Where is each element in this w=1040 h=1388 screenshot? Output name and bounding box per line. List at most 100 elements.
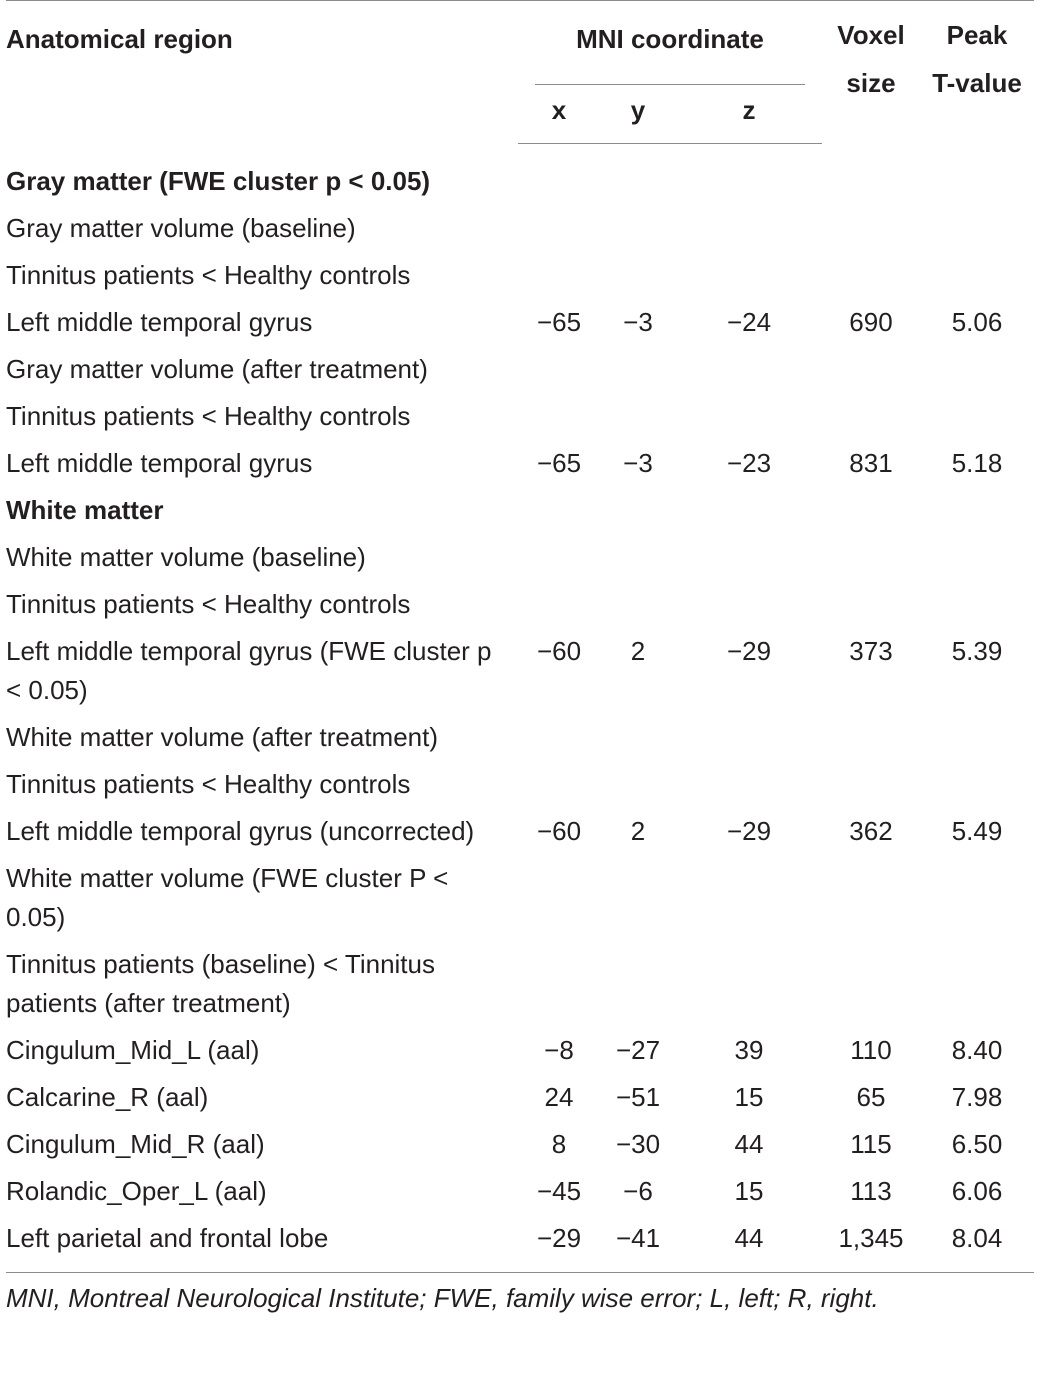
cell-x: −65 xyxy=(536,447,582,478)
cell-voxel: 831 xyxy=(849,447,893,478)
cell-y: −3 xyxy=(623,447,653,478)
cell-x xyxy=(518,534,600,581)
table-header: Anatomical region MNI coordinate Voxel s… xyxy=(6,0,1034,144)
cell-z xyxy=(676,534,822,581)
cell-region: White matter volume (FWE cluster P < 0.0… xyxy=(6,862,449,932)
cell-region: Tinnitus patients < Healthy controls xyxy=(6,400,411,431)
cell-y: 2 xyxy=(630,815,646,846)
cell-peak xyxy=(920,144,1034,205)
cell-z: 39 xyxy=(734,1034,764,1065)
cell-voxel: 373 xyxy=(849,635,893,666)
cell-voxel xyxy=(822,205,920,252)
header-coordinate-row: x y z xyxy=(6,85,1034,144)
cell-peak xyxy=(920,761,1034,808)
cell-y: −27 xyxy=(615,1034,661,1065)
cell-z: 15 xyxy=(734,1175,764,1206)
header-voxel-line1: Voxel xyxy=(837,20,905,50)
cell-voxel xyxy=(822,581,920,628)
cell-z: −23 xyxy=(726,447,772,478)
cell-y xyxy=(600,581,676,628)
cell-y: −30 xyxy=(615,1128,661,1159)
cell-region: Left middle temporal gyrus (FWE cluster … xyxy=(6,635,492,705)
cell-z xyxy=(676,393,822,440)
table-row: Gray matter volume (after treatment) xyxy=(6,346,1034,393)
cell-region: Cingulum_Mid_L (aal) xyxy=(6,1034,260,1065)
header-anatomical-region: Anatomical region xyxy=(6,0,518,144)
cell-y xyxy=(600,534,676,581)
cell-voxel xyxy=(822,487,920,534)
cell-z xyxy=(676,205,822,252)
cell-y xyxy=(600,714,676,761)
header-y: y xyxy=(600,85,676,144)
table-row: Tinnitus patients (baseline) < Tinnitus … xyxy=(6,941,1034,1027)
cell-voxel: 115 xyxy=(850,1128,892,1159)
cell-peak xyxy=(920,346,1034,393)
cell-y: −51 xyxy=(615,1081,661,1112)
cell-x: −45 xyxy=(536,1175,582,1206)
results-table-container: Anatomical region MNI coordinate Voxel s… xyxy=(6,0,1040,1318)
cell-x xyxy=(518,393,600,440)
cell-region: Left parietal and frontal lobe xyxy=(6,1214,518,1273)
cell-voxel xyxy=(822,346,920,393)
cell-y: 2 xyxy=(630,635,646,666)
cell-y xyxy=(600,761,676,808)
cell-peak xyxy=(920,205,1034,252)
table-footnote: MNI, Montreal Neurological Institute; FW… xyxy=(6,1282,879,1313)
cell-voxel: 690 xyxy=(849,306,893,337)
cell-peak: 6.50 xyxy=(951,1128,1003,1159)
header-mni-coordinate: MNI coordinate xyxy=(518,0,822,85)
results-table: Anatomical region MNI coordinate Voxel s… xyxy=(6,0,1034,1273)
table-row: Left middle temporal gyrus (FWE cluster … xyxy=(6,628,1034,714)
table-row: Cingulum_Mid_R (aal) 8 −30 44 115 6.50 xyxy=(6,1121,1034,1168)
cell-x xyxy=(518,581,600,628)
cell-peak xyxy=(920,252,1034,299)
cell-x xyxy=(518,487,600,534)
cell-voxel: 362 xyxy=(849,815,893,846)
table-row: Calcarine_R (aal) 24 −51 15 65 7.98 xyxy=(6,1074,1034,1121)
table-row: Left middle temporal gyrus −65 −3 −23 831 5.1… xyxy=(6,440,1034,487)
cell-y xyxy=(600,855,676,941)
cell-y xyxy=(600,393,676,440)
cell-x xyxy=(518,714,600,761)
cell-x xyxy=(518,941,600,1027)
cell-x: −65 xyxy=(536,306,582,337)
cell-x xyxy=(518,761,600,808)
header-peak-line2: T-value xyxy=(932,68,1022,98)
table-row: Left parietal and frontal lobe −29 −41 44 1,… xyxy=(6,1214,1034,1273)
cell-x: −60 xyxy=(536,815,582,846)
cell-peak xyxy=(920,941,1034,1027)
header-x: x xyxy=(518,85,600,144)
cell-z: 44 xyxy=(734,1128,764,1159)
cell-peak: 7.98 xyxy=(951,1081,1003,1112)
cell-peak: 5.18 xyxy=(951,447,1003,478)
cell-region: White matter xyxy=(6,494,164,525)
table-row: White matter xyxy=(6,487,1034,534)
cell-peak: 6.06 xyxy=(951,1175,1003,1206)
cell-peak xyxy=(920,581,1034,628)
cell-y: −6 xyxy=(623,1175,653,1206)
cell-peak: 8.04 xyxy=(920,1214,1034,1273)
cell-region: Gray matter volume (baseline) xyxy=(6,212,356,243)
cell-peak xyxy=(920,714,1034,761)
cell-voxel xyxy=(822,855,920,941)
cell-region: White matter volume (after treatment) xyxy=(6,721,439,752)
cell-peak xyxy=(920,855,1034,941)
cell-peak xyxy=(920,393,1034,440)
table-row: Tinnitus patients < Healthy controls xyxy=(6,581,1034,628)
cell-peak: 8.40 xyxy=(951,1034,1003,1065)
cell-y: −41 xyxy=(600,1214,676,1273)
cell-region: Rolandic_Oper_L (aal) xyxy=(6,1175,267,1206)
cell-z xyxy=(676,581,822,628)
cell-region: Gray matter volume (after treatment) xyxy=(6,353,428,384)
cell-region: Left middle temporal gyrus (uncorrected) xyxy=(6,815,475,846)
cell-z xyxy=(676,487,822,534)
cell-x: 8 xyxy=(551,1128,567,1159)
table-row: Tinnitus patients < Healthy controls xyxy=(6,393,1034,440)
cell-region: White matter volume (baseline) xyxy=(6,541,366,572)
header-mni-label: MNI coordinate xyxy=(576,24,764,54)
table-row: White matter volume (FWE cluster P < 0.0… xyxy=(6,855,1034,941)
cell-region: Tinnitus patients < Healthy controls xyxy=(6,259,411,290)
cell-voxel: 65 xyxy=(856,1081,886,1112)
cell-peak xyxy=(920,487,1034,534)
table-row: Left middle temporal gyrus −65 −3 −24 690 5.0… xyxy=(6,299,1034,346)
